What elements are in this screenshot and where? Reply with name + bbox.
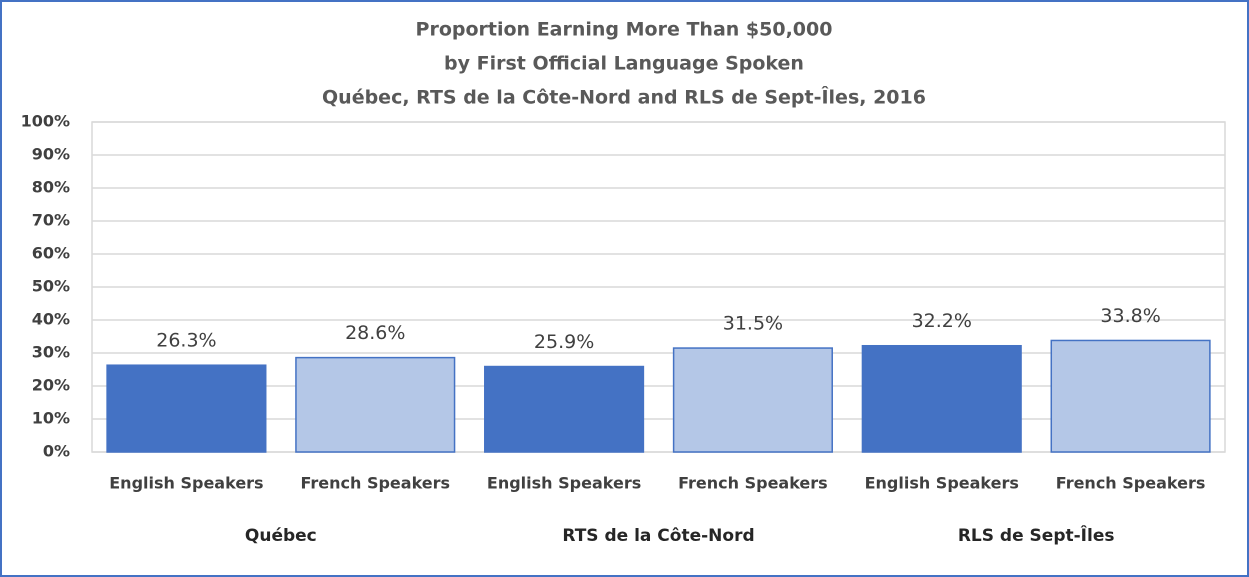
data-label: 31.5% xyxy=(723,313,783,335)
y-tick-label: 90% xyxy=(32,145,70,164)
data-label: 32.2% xyxy=(912,310,972,332)
y-tick-label: 100% xyxy=(21,112,70,131)
y-tick-label: 30% xyxy=(32,343,70,362)
y-tick-label: 80% xyxy=(32,178,70,197)
group-label: RTS de la Côte-Nord xyxy=(562,526,754,546)
y-tick-label: 50% xyxy=(32,277,70,296)
y-tick-label: 70% xyxy=(32,211,70,230)
x-tick-label: French Speakers xyxy=(300,474,450,493)
y-tick-label: 20% xyxy=(32,376,70,395)
group-label: RLS de Sept-Îles xyxy=(958,524,1115,546)
x-tick-label: French Speakers xyxy=(1056,474,1206,493)
data-label: 25.9% xyxy=(534,331,594,353)
x-tick-label: French Speakers xyxy=(678,474,828,493)
y-tick-label: 10% xyxy=(32,409,70,428)
chart-title: Québec, RTS de la Côte-Nord and RLS de S… xyxy=(322,86,926,109)
chart-title: Proportion Earning More Than $50,000 xyxy=(416,19,833,41)
bar xyxy=(861,344,1022,453)
y-tick-label: 0% xyxy=(43,442,70,461)
chart-title: by First Official Language Spoken xyxy=(444,53,804,75)
bar xyxy=(1050,339,1211,453)
data-label: 33.8% xyxy=(1100,305,1160,327)
data-label: 28.6% xyxy=(345,322,405,344)
bar xyxy=(106,364,267,453)
bar xyxy=(672,347,833,453)
bar xyxy=(295,356,456,453)
data-label: 26.3% xyxy=(156,330,216,352)
x-tick-label: English Speakers xyxy=(109,474,263,493)
group-label: Québec xyxy=(245,526,317,546)
x-tick-label: English Speakers xyxy=(487,474,641,493)
bar xyxy=(484,365,645,453)
y-tick-label: 60% xyxy=(32,244,70,263)
y-tick-label: 40% xyxy=(32,310,70,329)
x-tick-label: English Speakers xyxy=(865,474,1019,493)
plot-border xyxy=(91,121,1226,453)
